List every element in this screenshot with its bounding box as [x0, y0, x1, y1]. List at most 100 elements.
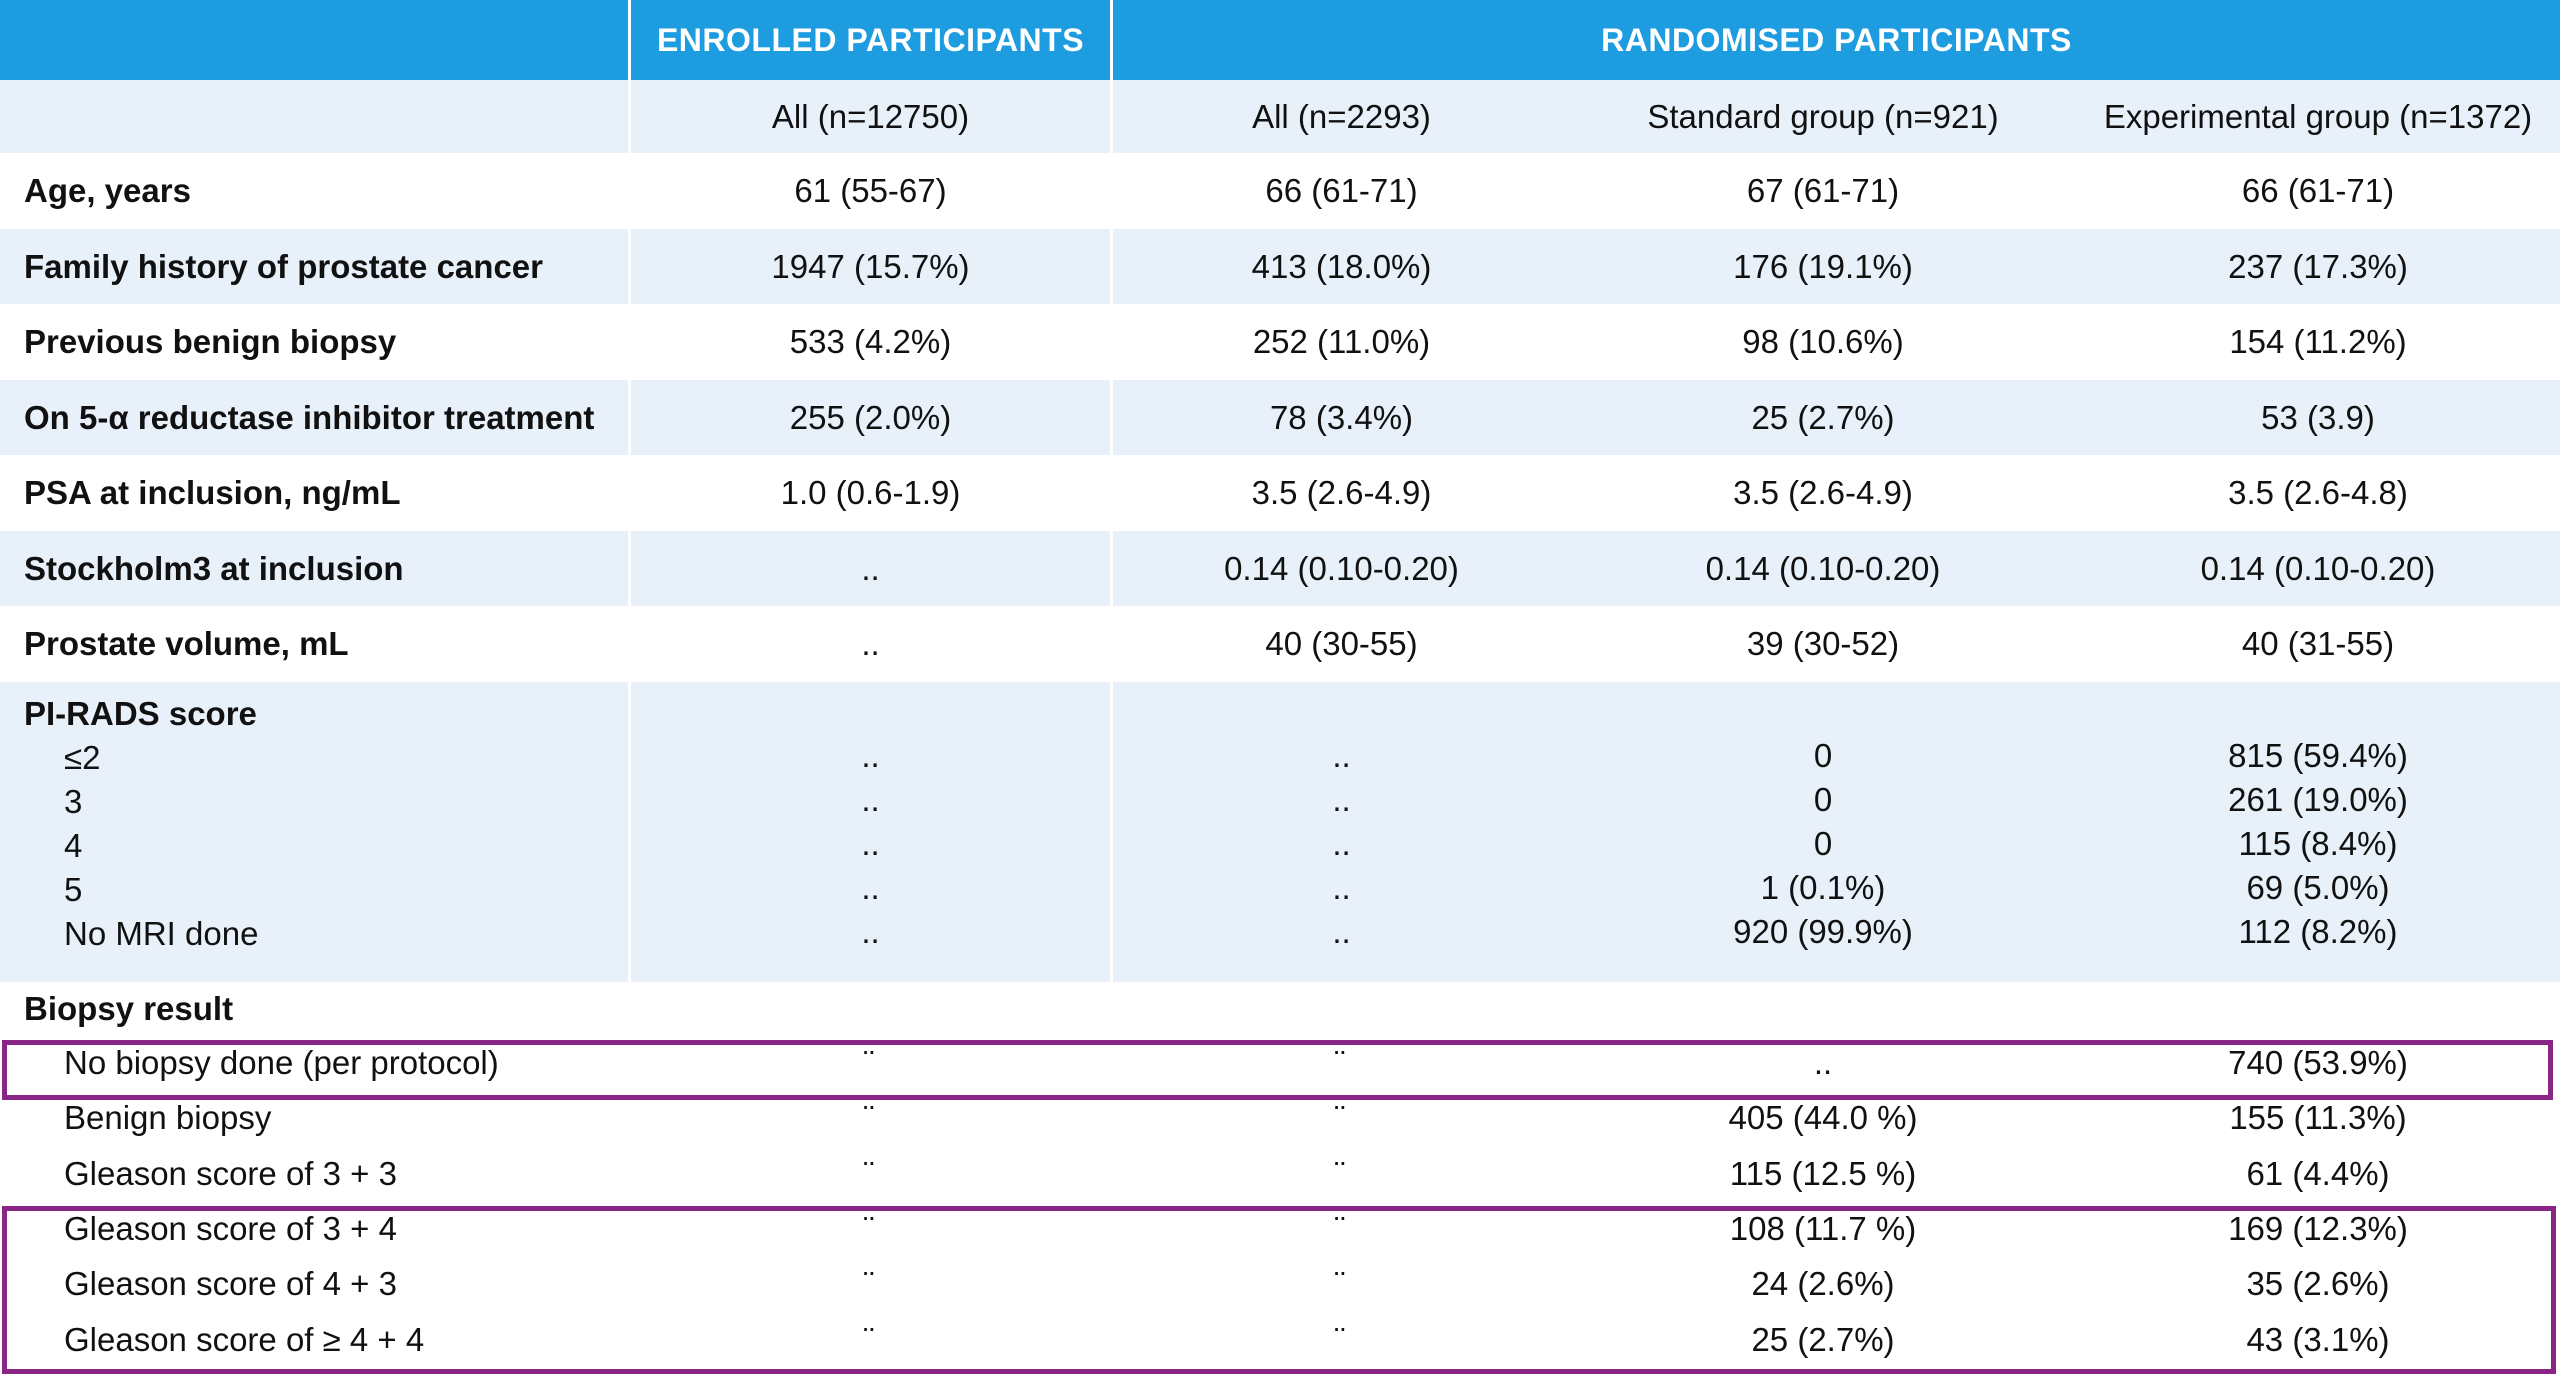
row-label: Family history of prostate cancer — [0, 229, 628, 304]
table-cell: ¨ — [1334, 1265, 1346, 1302]
table-cell: 115 (8.4%) — [2238, 825, 2398, 862]
row-label: On 5-α reductase inhibitor treatment — [0, 380, 628, 455]
table-cell: 1947 (15.7%) — [628, 229, 1110, 304]
row-label: Stockholm3 at inclusion — [0, 531, 628, 606]
table-cell: 61 (55-67) — [628, 153, 1110, 229]
table-cell: 24 (2.6%) — [1751, 1265, 1895, 1302]
table-cell: 78 (3.4%) — [1110, 380, 1570, 455]
table-cell: 35 (2.6%) — [2246, 1265, 2390, 1302]
table-cell: ¨ — [1334, 1099, 1346, 1136]
table-cell: 25 (2.7%) — [1570, 380, 2076, 455]
table-cell: 40 (30-55) — [1110, 606, 1570, 682]
header-randomised: RANDOMISED PARTICIPANTS — [1110, 0, 2560, 80]
row-label: Age, years — [24, 172, 191, 209]
header-enrolled: ENROLLED PARTICIPANTS — [628, 0, 1110, 80]
table-cell: ¨ — [1334, 1043, 1346, 1081]
table-cell: 40 (31-55) — [2241, 625, 2395, 662]
table-cell: 169 (12.3%) — [2228, 1209, 2408, 1247]
table-cell: 740 (53.9%) — [2228, 1043, 2408, 1081]
table-cell: ¨ — [863, 1321, 875, 1358]
table-cell: .. — [1332, 737, 1351, 774]
table-cell: 3.5 (2.6-4.9) — [1733, 474, 1913, 511]
pirads-item: No MRI done — [64, 915, 259, 952]
table-cell: .. — [1332, 913, 1351, 950]
subheader-experimental-group: Experimental group (n=1372) — [2076, 80, 2560, 153]
table-cell-empty — [1110, 982, 1570, 1035]
table-cell: 112 (8.2%) — [2238, 913, 2398, 950]
pirads-enrolled-column: .. .. .. .. .. — [628, 682, 1110, 982]
table-cell: .. — [1332, 825, 1351, 862]
table-cell: 67 (61-71) — [1746, 172, 1900, 209]
table-cell: 413 (18.0%) — [1110, 229, 1570, 304]
row-label: PSA at inclusion, ng/mL — [24, 474, 401, 511]
table-cell: 0 — [1813, 781, 1833, 818]
table-cell: 115 (12.5 %) — [1729, 1154, 1917, 1192]
table-cell: 1.0 (0.6-1.9) — [628, 455, 1110, 531]
table-cell: 815 (59.4%) — [2228, 737, 2408, 774]
subheader-blank — [0, 80, 628, 153]
table-cell: ¨ — [1334, 1209, 1346, 1247]
biopsy-row-label: Gleason score of 3 + 4 — [64, 1209, 397, 1247]
biopsy-row-label: Gleason score of ≥ 4 + 4 — [64, 1321, 425, 1358]
table-cell: 237 (17.3%) — [2076, 229, 2560, 304]
pirads-experimental-column: 815 (59.4%) 261 (19.0%) 115 (8.4%) 69 (5… — [2076, 682, 2560, 982]
table-cell: 0.14 (0.10-0.20) — [2076, 531, 2560, 606]
pirads-randomised-column: .. .. .. .. .. — [1110, 682, 1570, 982]
table-cell: 1 (0.1%) — [1760, 869, 1886, 906]
table-cell: 98 (10.6%) — [1742, 323, 1904, 360]
table-cell: ¨ — [863, 1154, 875, 1192]
table-cell: 3.5 (2.6-4.8) — [2228, 474, 2408, 511]
table-cell: 66 (61-71) — [2241, 172, 2395, 209]
header-blank — [0, 0, 628, 80]
table-cell: 533 (4.2%) — [628, 304, 1110, 380]
pirads-heading: PI-RADS score — [24, 695, 257, 732]
table-cell-empty — [2076, 982, 2560, 1035]
table-cell: 155 (11.3%) — [2229, 1099, 2407, 1136]
table-cell: 176 (19.1%) — [1570, 229, 2076, 304]
table-cell: 108 (11.7 %) — [1729, 1209, 1917, 1247]
table-cell: .. — [861, 913, 880, 950]
pirads-label-column: PI-RADS score ≤2 3 4 5 No MRI done — [0, 682, 628, 982]
table-cell: ¨ — [1334, 1154, 1346, 1192]
table-cell: 53 (3.9) — [2076, 380, 2560, 455]
pirads-item: 4 — [64, 827, 83, 864]
table-cell: .. — [628, 531, 1110, 606]
table-cell: 66 (61-71) — [1110, 153, 1570, 229]
table-cell-empty — [628, 982, 1110, 1035]
table-cell: 154 (11.2%) — [2229, 323, 2407, 360]
table-cell: ¨ — [863, 1209, 875, 1247]
table-cell: 61 (4.4%) — [2246, 1154, 2390, 1192]
table-cell: 3.5 (2.6-4.9) — [1110, 455, 1570, 531]
table-cell: 69 (5.0%) — [2246, 869, 2390, 906]
table-cell: 920 (99.9%) — [1733, 913, 1913, 950]
subheader-enrolled-all: All (n=12750) — [628, 80, 1110, 153]
table-cell: 39 (30-52) — [1746, 625, 1900, 662]
row-label: Prostate volume, mL — [24, 625, 349, 662]
row-label: Previous benign biopsy — [24, 323, 397, 360]
biopsy-row-label: No biopsy done (per protocol) — [64, 1043, 499, 1081]
table-cell: 405 (44.0 %) — [1728, 1099, 1918, 1136]
table-cell: 0 — [1813, 737, 1833, 774]
table-cell: ¨ — [863, 1265, 875, 1302]
biopsy-row-label: Benign biopsy — [64, 1099, 272, 1136]
pirads-item: ≤2 — [64, 739, 101, 776]
table-cell: .. — [628, 606, 1110, 682]
table-cell: .. — [861, 737, 880, 774]
table-cell: 0.14 (0.10-0.20) — [1110, 531, 1570, 606]
table-cell: .. — [1332, 869, 1351, 906]
table-cell: 25 (2.7%) — [1751, 1321, 1895, 1358]
pirads-standard-column: 0 0 0 1 (0.1%) 920 (99.9%) — [1570, 682, 2076, 982]
table-cell: .. — [1813, 1043, 1833, 1081]
table-cell: 0.14 (0.10-0.20) — [1570, 531, 2076, 606]
table-cell: 252 (11.0%) — [1110, 304, 1570, 380]
biopsy-row-label: Gleason score of 4 + 3 — [64, 1265, 397, 1302]
table-cell: 255 (2.0%) — [628, 380, 1110, 455]
biopsy-heading: Biopsy result — [24, 989, 234, 1027]
table-cell: 261 (19.0%) — [2228, 781, 2408, 818]
table-cell: ¨ — [863, 1099, 875, 1136]
table-cell: .. — [861, 869, 880, 906]
table-cell-empty — [1570, 982, 2076, 1035]
pirads-item: 3 — [64, 783, 83, 820]
biopsy-row-label: Gleason score of 3 + 3 — [64, 1154, 397, 1192]
